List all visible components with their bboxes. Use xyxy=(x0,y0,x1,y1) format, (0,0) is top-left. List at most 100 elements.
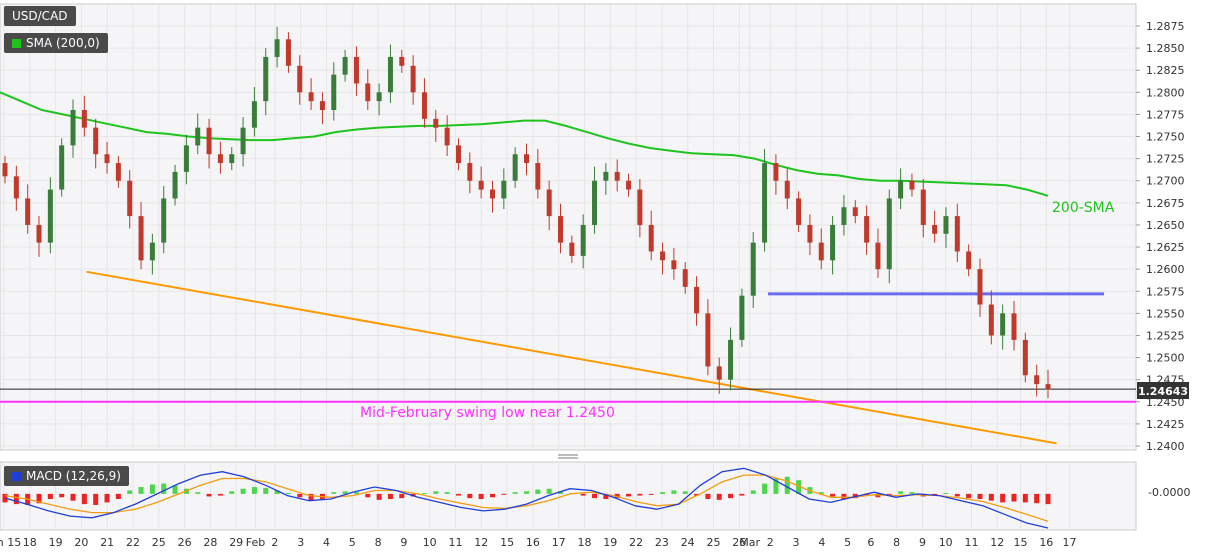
candle-body xyxy=(240,127,246,155)
sma-200-line xyxy=(0,91,1049,197)
macd-histogram-bar xyxy=(263,487,269,494)
macd-histogram-bar xyxy=(694,493,700,496)
time-tick-label: 16 xyxy=(526,536,540,549)
time-tick-label: 6 xyxy=(867,536,874,549)
candle-body xyxy=(1000,313,1006,336)
candle-body xyxy=(637,189,643,225)
macd-histogram-bar xyxy=(240,488,246,494)
candle-body xyxy=(1011,313,1017,340)
time-tick-label: 25 xyxy=(707,536,721,549)
price-tick-label: 1.2400 xyxy=(1146,440,1185,453)
price-tick-label: 1.2450 xyxy=(1146,396,1185,409)
macd-panel xyxy=(0,461,1137,531)
candle-body xyxy=(195,127,201,146)
candle-body xyxy=(444,127,450,146)
candle-body xyxy=(365,83,371,102)
candle-body xyxy=(1022,339,1028,376)
macd-histogram-bar xyxy=(489,493,495,498)
candle-body xyxy=(70,110,76,146)
candle-body xyxy=(501,180,507,199)
time-tick-label: 11 xyxy=(965,536,979,549)
macd-histogram-bar xyxy=(705,493,711,499)
time-tick-label: 28 xyxy=(203,536,217,549)
macd-histogram-bar xyxy=(592,493,598,499)
macd-histogram-bar xyxy=(762,483,768,494)
macd-histogram-bar xyxy=(1045,493,1051,505)
candle-body xyxy=(943,216,949,234)
macd-histogram-bar xyxy=(501,493,507,495)
macd-histogram-bar xyxy=(195,492,201,494)
macd-histogram-bar xyxy=(81,493,87,505)
candle-body xyxy=(569,242,575,256)
macd-histogram-bar xyxy=(954,493,960,497)
candle-body xyxy=(331,74,337,110)
time-tick-label: 12 xyxy=(474,536,488,549)
time-tick-label: 17 xyxy=(552,536,566,549)
macd-histogram-bar xyxy=(943,493,949,495)
macd-histogram-bar xyxy=(603,493,609,499)
candle-body xyxy=(966,251,972,270)
time-tick-label: 18 xyxy=(23,536,37,549)
candle-body xyxy=(297,65,303,93)
candle-body xyxy=(319,101,325,110)
macd-histogram-bar xyxy=(59,493,65,498)
price-tick-label: 1.2800 xyxy=(1146,86,1185,99)
candle-body xyxy=(2,163,8,177)
time-tick-label: Mar xyxy=(739,536,760,549)
sma-swatch xyxy=(12,39,21,48)
macd-histogram-bar xyxy=(637,493,643,496)
macd-histogram-bar xyxy=(739,493,745,496)
price-tick-label: 1.2825 xyxy=(1146,64,1185,77)
candle-body xyxy=(353,56,359,84)
macd-histogram-bar xyxy=(716,493,722,500)
overlay-lines xyxy=(0,91,1136,445)
macd-histogram-bar xyxy=(149,484,155,494)
time-tick-label: 2 xyxy=(271,536,278,549)
candle-body xyxy=(455,145,461,164)
macd-histogram-bar xyxy=(342,491,348,494)
candle-body xyxy=(864,216,870,243)
time-tick-label: 19 xyxy=(603,536,617,549)
macd-histogram-bar xyxy=(671,490,677,494)
candle-body xyxy=(467,163,473,181)
macd-histogram-bar xyxy=(512,492,518,494)
candle-body xyxy=(342,56,348,75)
candle-body xyxy=(852,207,858,217)
time-tick-label: 25 xyxy=(152,536,166,549)
candle-body xyxy=(546,189,552,217)
candle-body xyxy=(614,171,620,181)
macd-swatch xyxy=(12,472,21,481)
candle-body xyxy=(660,251,666,261)
candle-body xyxy=(59,145,65,190)
candle-body xyxy=(728,339,734,380)
macd-histogram-bar xyxy=(966,493,972,499)
macd-histogram-bar xyxy=(274,490,280,494)
grid xyxy=(0,4,1136,530)
macd-histogram-bar xyxy=(285,493,291,495)
macd-histogram-bar xyxy=(796,480,802,494)
time-tick-label: 19 xyxy=(49,536,63,549)
macd-histogram-bar xyxy=(524,491,529,494)
candle-body xyxy=(251,101,257,128)
price-panel xyxy=(0,3,1137,451)
macd-histogram-bar xyxy=(977,493,983,499)
candle-body xyxy=(104,154,110,164)
time-tick-label: 11 xyxy=(449,536,463,549)
candle-body xyxy=(932,224,938,234)
candle-body xyxy=(47,189,53,243)
candle-body xyxy=(172,171,178,199)
macd-histogram-bar xyxy=(558,491,564,494)
macd-histogram-bar xyxy=(467,493,473,499)
candle-body xyxy=(115,163,121,181)
macd-histogram-bar xyxy=(421,493,427,495)
price-tick-label: 1.2750 xyxy=(1146,131,1185,144)
macd-histogram-bar xyxy=(750,490,756,494)
macd-histogram-bar xyxy=(251,487,257,494)
panel-splitter[interactable] xyxy=(558,454,578,459)
time-tick-label: 9 xyxy=(919,536,926,549)
candle-body xyxy=(376,92,382,102)
candle-body xyxy=(263,56,269,102)
macd-histogram-bar xyxy=(331,492,337,494)
price-tick-label: 1.2700 xyxy=(1146,175,1185,188)
sma-legend: SMA (200,0) xyxy=(4,33,108,53)
